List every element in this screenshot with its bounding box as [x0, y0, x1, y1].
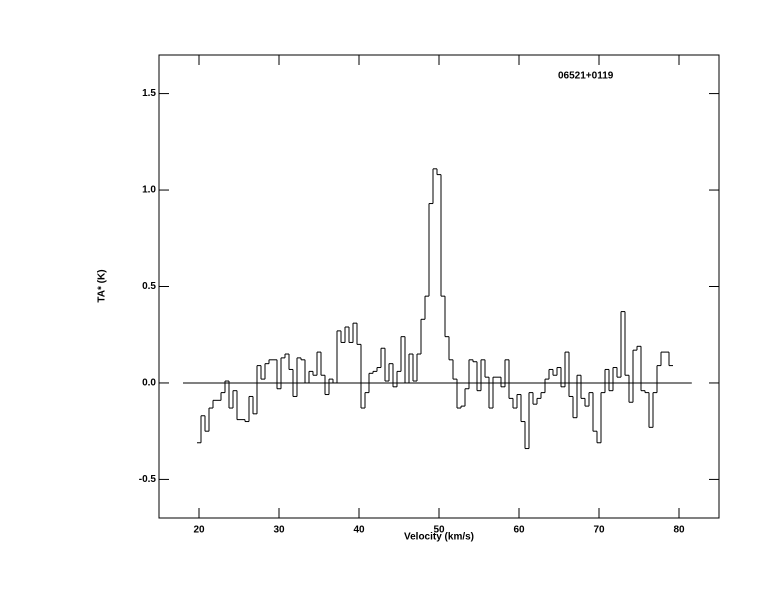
x-tick-label: 50 [433, 525, 445, 536]
y-tick-label: -0.5 [139, 474, 157, 485]
x-tick-label: 20 [193, 525, 205, 536]
y-tick-label: 1.5 [142, 88, 156, 99]
plot-frame [158, 54, 720, 519]
x-tick-label: 60 [513, 525, 525, 536]
x-tick-label: 30 [273, 525, 285, 536]
x-axis-label: Velocity (km/s) [404, 532, 474, 543]
chart-title: 06521+0119 [558, 71, 614, 82]
y-tick-label: 1.0 [142, 185, 156, 196]
x-tick-label: 40 [353, 525, 365, 536]
y-tick-label: 0.0 [142, 378, 156, 389]
x-tick-label: 70 [593, 525, 605, 536]
y-tick-label: 0.5 [142, 281, 156, 292]
x-tick-label: 80 [673, 525, 685, 536]
y-axis-label: TA* (K) [97, 269, 108, 302]
